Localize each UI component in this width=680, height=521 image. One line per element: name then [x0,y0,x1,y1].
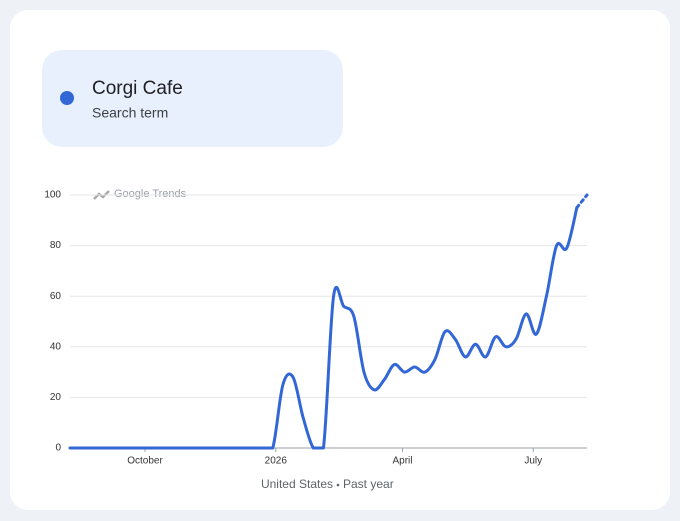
partial-line [575,193,589,210]
y-tick-label: 0 [55,443,61,454]
legend-dot [60,91,74,105]
y-tick-label: 100 [44,190,61,201]
watermark: Google Trends [114,188,187,200]
x-tick-label: 2026 [265,456,288,467]
legend-box [42,50,343,147]
y-tick-label: 40 [50,341,62,352]
footer-region: United States [261,477,333,491]
x-tick-label: April [392,456,412,467]
footer-separator [336,483,340,487]
x-tick-label: October [127,456,163,467]
footer-period: Past year [343,477,394,491]
y-tick-label: 20 [50,392,62,403]
trend-line [68,206,579,450]
x-tick-label: July [524,456,542,467]
y-tick-label: 80 [50,240,62,251]
y-tick-label: 60 [50,291,62,302]
legend-subtitle: Search term [92,105,168,121]
legend-term: Corgi Cafe [92,78,183,99]
